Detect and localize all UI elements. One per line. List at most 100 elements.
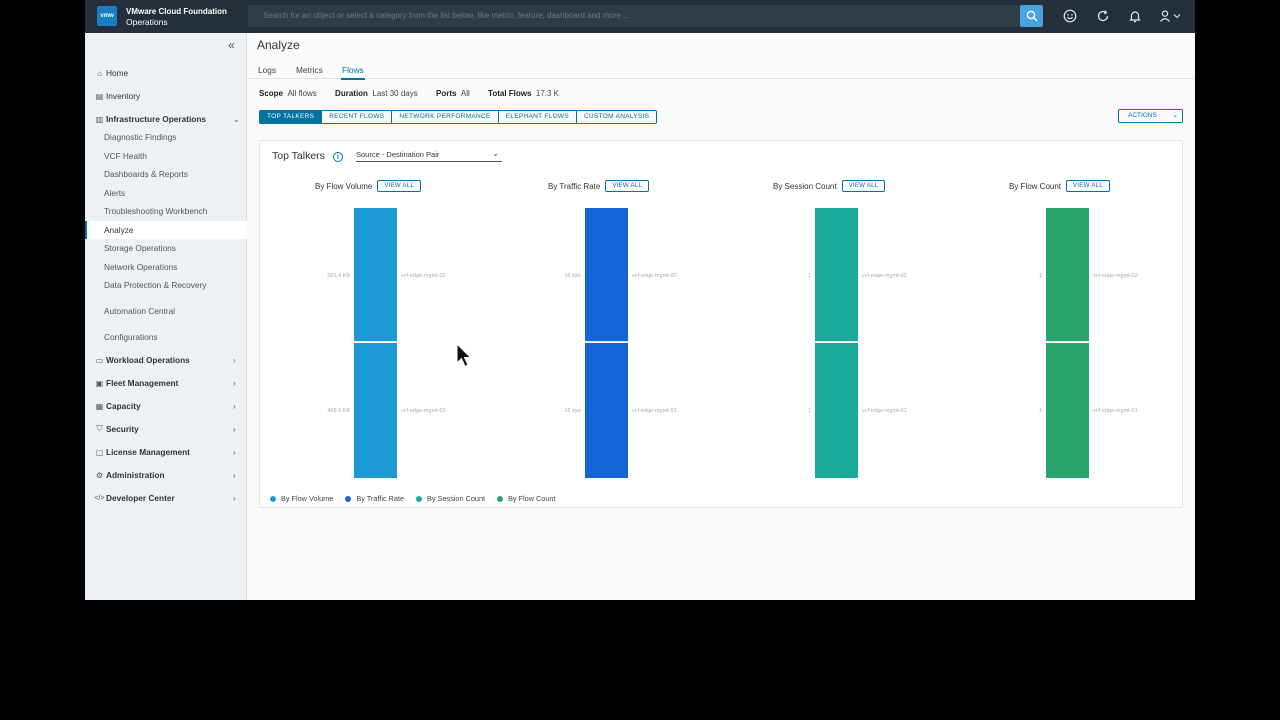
license-icon: ▢ bbox=[95, 447, 104, 457]
capacity-icon: ▦ bbox=[95, 401, 104, 411]
bar-value-label: 1 bbox=[1038, 407, 1042, 414]
duration-value[interactable]: Last 30 days bbox=[372, 89, 418, 98]
panel-title: By Flow Volume bbox=[315, 181, 373, 191]
actions-label: ACTIONS bbox=[1128, 112, 1157, 119]
user-menu-button[interactable] bbox=[1157, 8, 1183, 24]
sidebar-item-label: Developer Center bbox=[106, 493, 175, 503]
view-all-button[interactable]: VIEW ALL bbox=[377, 180, 422, 192]
panel-header-flow-volume: By Flow Volume VIEW ALL bbox=[315, 180, 422, 192]
bar-host-label: vcf-edge-mgmt-02 bbox=[632, 272, 677, 279]
search-icon bbox=[1026, 10, 1038, 22]
panel-header-session-count: By Session Count VIEW ALL bbox=[773, 180, 886, 192]
sidebar-item-storage-operations[interactable]: Storage Operations bbox=[85, 239, 247, 257]
ports-label: Ports bbox=[436, 89, 457, 98]
sidebar-item-data-protection-recovery[interactable]: Data Protection & Recovery bbox=[85, 276, 247, 294]
top-header: vmw VMware Cloud Foundation Operations bbox=[85, 0, 1195, 33]
custom-analysis-button[interactable]: CUSTOM ANALYSIS bbox=[584, 113, 650, 120]
sidebar-item-infrastructure-operations[interactable]: ▥ Infrastructure Operations ⌄ bbox=[85, 110, 247, 128]
sidebar-item-workload-operations[interactable]: ▭ Workload Operations › bbox=[85, 351, 247, 369]
tab-flows[interactable]: Flows bbox=[341, 65, 365, 80]
sidebar-item-fleet-management[interactable]: ▣ Fleet Management › bbox=[85, 374, 247, 392]
info-icon[interactable]: i bbox=[333, 152, 343, 162]
ports-value[interactable]: All bbox=[460, 89, 470, 98]
sidebar-item-label: Alerts bbox=[104, 188, 126, 198]
view-all-button[interactable]: VIEW ALL bbox=[841, 180, 886, 192]
bar-host-label: vcf-edge-mgmt-02 bbox=[401, 272, 446, 279]
sidebar-item-analyze[interactable]: Analyze bbox=[85, 221, 247, 239]
feedback-smile-icon[interactable] bbox=[1062, 8, 1078, 24]
bell-icon[interactable] bbox=[1127, 8, 1143, 24]
legend-dot bbox=[270, 495, 276, 502]
sidebar-item-developer-center[interactable]: </> Developer Center › bbox=[85, 489, 247, 507]
panel-title: By Flow Count bbox=[1009, 181, 1062, 191]
sidebar-item-troubleshooting-workbench[interactable]: Troubleshooting Workbench bbox=[85, 202, 247, 220]
sidebar-item-license-management[interactable]: ▢ License Management › bbox=[85, 443, 247, 461]
mouse-cursor-icon bbox=[456, 343, 472, 368]
actions-dropdown[interactable]: ACTIONS ⌄ bbox=[1118, 109, 1183, 123]
bar-segment[interactable] bbox=[1046, 208, 1089, 342]
chevron-right-icon: › bbox=[233, 378, 236, 388]
bar-segment[interactable] bbox=[354, 208, 397, 342]
panel-title: By Session Count bbox=[773, 181, 837, 191]
total-flows-label: Total Flows bbox=[488, 89, 532, 98]
sidebar-item-home[interactable]: ⌂ Home bbox=[85, 64, 247, 82]
bar-segment[interactable] bbox=[585, 343, 628, 478]
flow-analysis-tabs: TOP TALKERS RECENT FLOWS NETWORK PERFORM… bbox=[259, 110, 658, 124]
legend-item[interactable]: By Session Count bbox=[416, 494, 485, 503]
sidebar-item-configurations[interactable]: Configurations bbox=[85, 328, 247, 346]
refresh-icon[interactable] bbox=[1095, 8, 1111, 24]
sidebar-item-alerts[interactable]: Alerts bbox=[85, 184, 247, 202]
pair-type-select[interactable]: Source - Destination Pair ⌄ bbox=[356, 149, 502, 162]
scope-value[interactable]: All flows bbox=[287, 89, 317, 98]
sidebar-item-label: Automation Central bbox=[104, 306, 176, 316]
chevron-right-icon: › bbox=[233, 493, 236, 503]
sidebar-item-diagnostic-findings[interactable]: Diagnostic Findings bbox=[85, 128, 247, 146]
legend-item[interactable]: By Traffic Rate bbox=[345, 494, 404, 503]
bar-segment[interactable] bbox=[354, 343, 397, 478]
bar-host-label: vcf-edge-mgmt-01 bbox=[632, 407, 677, 414]
sidebar-item-label: Infrastructure Operations bbox=[106, 114, 207, 124]
recent-flows-button[interactable]: RECENT FLOWS bbox=[322, 111, 393, 123]
network-performance-button[interactable]: NETWORK PERFORMANCE bbox=[392, 111, 499, 123]
legend-label: By Flow Count bbox=[508, 494, 556, 503]
scope-bar: Scope All flows Duration Last 30 days Po… bbox=[259, 89, 575, 98]
chevron-right-icon: › bbox=[233, 424, 236, 434]
inventory-icon: ▤ bbox=[95, 91, 104, 101]
legend-item[interactable]: By Flow Volume bbox=[270, 494, 333, 503]
sidebar-item-label: Data Protection & Recovery bbox=[104, 280, 207, 290]
sidebar-item-label: Fleet Management bbox=[106, 378, 179, 388]
legend-label: By Session Count bbox=[427, 494, 486, 503]
user-icon bbox=[1160, 10, 1170, 22]
bar-segment[interactable] bbox=[815, 208, 858, 342]
sidebar-item-dashboards-reports[interactable]: Dashboards & Reports bbox=[85, 165, 247, 183]
top-talkers-button[interactable]: TOP TALKERS bbox=[260, 111, 323, 123]
sidebar-item-label: Administration bbox=[106, 470, 165, 480]
sidebar-item-automation-central[interactable]: Automation Central bbox=[85, 302, 247, 320]
bar-host-label: vcf-edge-mgmt-01 bbox=[401, 407, 446, 414]
sidebar-item-security[interactable]: ⛉ Security › bbox=[85, 420, 247, 438]
sidebar-item-administration[interactable]: ⚙ Administration › bbox=[85, 466, 247, 484]
bar-segment[interactable] bbox=[585, 208, 628, 342]
sidebar-item-vcf-health[interactable]: VCF Health bbox=[85, 147, 247, 165]
collapse-sidebar-icon[interactable]: « bbox=[228, 38, 235, 52]
search-button[interactable] bbox=[1020, 5, 1043, 27]
sidebar-item-inventory[interactable]: ▤ Inventory bbox=[85, 87, 247, 105]
sidebar-item-capacity[interactable]: ▦ Capacity › bbox=[85, 397, 247, 415]
elephant-flows-button[interactable]: ELEPHANT FLOWS bbox=[499, 111, 578, 123]
bar-segment[interactable] bbox=[1046, 343, 1089, 478]
tab-logs[interactable]: Logs bbox=[258, 65, 276, 75]
bar-segment[interactable] bbox=[815, 343, 858, 478]
chart-legend: By Flow Volume By Traffic Rate By Sessio… bbox=[270, 494, 568, 503]
view-all-button[interactable]: VIEW ALL bbox=[1066, 180, 1110, 192]
analyze-tabs: Logs Metrics Flows bbox=[247, 61, 1195, 80]
tab-metrics[interactable]: Metrics bbox=[296, 65, 323, 75]
sidebar-item-label: Configurations bbox=[104, 332, 158, 342]
legend-dot bbox=[345, 495, 352, 502]
legend-item[interactable]: By Flow Count bbox=[497, 494, 556, 503]
main-content: Analyze Logs Metrics Flows Scope All flo… bbox=[247, 33, 1195, 600]
global-search-input[interactable] bbox=[248, 5, 1043, 27]
sidebar-item-network-operations[interactable]: Network Operations bbox=[85, 258, 247, 276]
view-all-button[interactable]: VIEW ALL bbox=[605, 180, 650, 192]
total-flows-value: 17.3 K bbox=[535, 89, 560, 98]
chevron-down-icon: ⌄ bbox=[492, 149, 499, 158]
